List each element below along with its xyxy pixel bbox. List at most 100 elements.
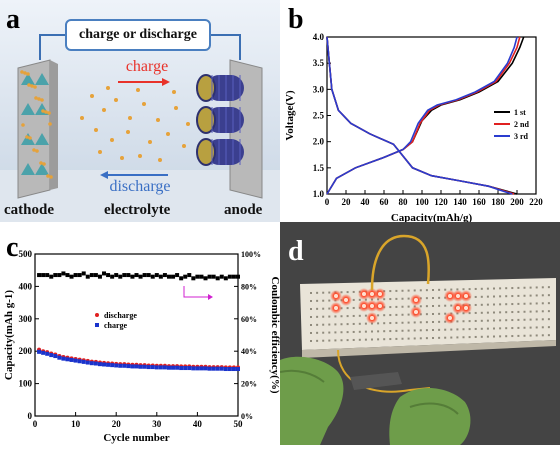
breadboard-hole: [346, 331, 349, 334]
data-point: [106, 273, 111, 278]
breadboard-hole: [395, 297, 398, 300]
breadboard-hole: [322, 299, 325, 302]
breadboard-hole: [413, 321, 416, 324]
data-point: [211, 274, 216, 279]
breadboard-hole: [505, 327, 508, 330]
data-point: [183, 366, 188, 371]
cathode-crystal: [35, 73, 49, 85]
breadboard-hole: [523, 334, 526, 337]
data-point: [130, 364, 135, 369]
breadboard-hole: [358, 314, 361, 317]
breadboard-hole: [480, 295, 483, 298]
breadboard-hole: [517, 302, 520, 305]
breadboard-hole: [358, 338, 361, 341]
cathode-li-ion: [21, 123, 25, 127]
cathode-li-ion: [32, 148, 36, 152]
breadboard-hole: [389, 306, 392, 309]
breadboard-hole: [432, 321, 434, 323]
breadboard-hole: [499, 287, 502, 290]
data-point: [146, 273, 151, 278]
cathode-li-ion: [42, 162, 46, 166]
breadboard-hole: [505, 295, 508, 298]
breadboard-hole: [480, 335, 483, 338]
breadboard-hole: [322, 331, 325, 334]
breadboard-hole: [535, 310, 538, 313]
breadboard-hole: [358, 298, 361, 301]
cathode-li-ion: [41, 109, 45, 113]
cathode-crystal: [21, 103, 35, 115]
breadboard-hole: [389, 314, 392, 317]
breadboard-hole: [432, 305, 434, 307]
data-point: [69, 274, 74, 279]
breadboard-hole: [371, 338, 373, 341]
data-point: [37, 349, 42, 354]
breadboard-hole: [340, 291, 343, 294]
breadboard-hole: [328, 299, 331, 302]
breadboard-hole: [517, 310, 520, 313]
breadboard-hole: [425, 313, 428, 316]
data-point: [146, 365, 151, 370]
data-point: [41, 273, 46, 278]
y-tick-label: 3.5: [313, 58, 325, 68]
breadboard-hole: [529, 310, 532, 313]
breadboard-hole: [541, 334, 544, 337]
breadboard-hole: [480, 287, 483, 290]
data-point: [138, 364, 143, 369]
breadboard-hole: [432, 289, 434, 291]
data-point: [138, 274, 143, 279]
breadboard-hole: [407, 337, 410, 340]
panel-d-letter: d: [288, 236, 304, 267]
breadboard-hole: [401, 305, 404, 308]
electrolyte-ion: [138, 154, 142, 158]
breadboard-hole: [493, 311, 495, 314]
breadboard-hole: [340, 323, 343, 326]
breadboard-hole: [407, 289, 410, 292]
breadboard-hole: [529, 302, 532, 305]
breadboard-hole: [456, 320, 459, 323]
breadboard-hole: [505, 287, 508, 290]
breadboard-hole: [334, 331, 337, 334]
data-point: [158, 274, 163, 279]
breadboard-hole: [310, 332, 312, 334]
cathode-li-ion: [44, 110, 48, 114]
breadboard-hole: [535, 302, 538, 305]
breadboard-hole: [419, 329, 422, 332]
breadboard-hole: [480, 303, 483, 306]
breadboard-hole: [517, 318, 520, 321]
breadboard-hole: [352, 322, 355, 325]
cathode-crystal: [21, 163, 35, 175]
breadboard-hole: [438, 328, 441, 331]
breadboard-hole: [352, 314, 355, 317]
cathode-li-ion: [37, 97, 41, 101]
data-point: [97, 362, 102, 367]
data-point: [150, 365, 155, 370]
led: [414, 298, 418, 302]
y-tick-label: 2.0: [313, 137, 325, 147]
breadboard-hole: [310, 316, 312, 318]
breadboard-hole: [401, 313, 404, 316]
led: [370, 292, 374, 296]
x-tick-label: 50: [234, 419, 244, 429]
data-point: [53, 354, 58, 359]
breadboard-hole: [444, 304, 447, 307]
data-point: [179, 366, 184, 371]
cathode-plate-side: [50, 60, 58, 190]
breadboard-hole: [523, 310, 526, 313]
breadboard-hole: [425, 297, 428, 300]
electrolyte-ion: [126, 130, 130, 134]
breadboard-hole: [438, 312, 441, 315]
breadboard-hole: [480, 319, 483, 322]
nanotube-end: [196, 138, 216, 166]
cathode-crystal: [35, 133, 49, 145]
breadboard-hole: [499, 335, 502, 338]
breadboard-hole: [401, 321, 404, 324]
breadboard-hole: [517, 294, 520, 297]
breadboard-hole: [364, 338, 367, 341]
data-point: [191, 276, 196, 281]
breadboard-hole: [535, 334, 538, 337]
breadboard-hole: [535, 294, 538, 297]
breadboard-hole: [413, 337, 416, 340]
voltage-capacity-chart: 0 20 40 60 80 100 120 140 160 180 200 220 1.0 1.5 2.0 2…: [284, 32, 543, 224]
breadboard-hole: [438, 336, 441, 339]
breadboard-hole: [523, 286, 526, 289]
